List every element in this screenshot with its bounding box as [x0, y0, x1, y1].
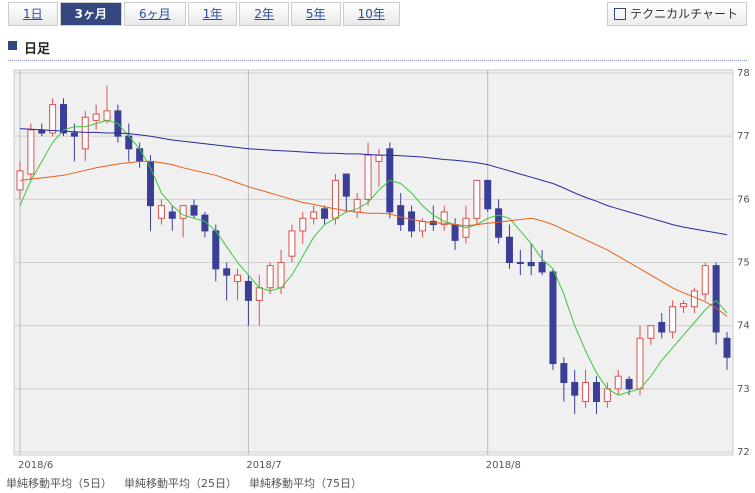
- candle-body: [592, 382, 600, 402]
- legend-label: 単純移動平均（25日）: [124, 476, 237, 490]
- y-tick-label: 77: [737, 131, 750, 142]
- candle-body: [223, 268, 231, 276]
- candle-body: [244, 280, 252, 301]
- candle-body: [603, 388, 611, 402]
- candle-body: [451, 224, 459, 241]
- heading: 日足: [8, 38, 50, 57]
- candle-body: [299, 217, 307, 232]
- y-tick-label: 75: [737, 258, 750, 269]
- candle-body: [440, 211, 448, 226]
- candle-body: [473, 179, 481, 219]
- x-tick-label: 2018/7: [246, 460, 281, 471]
- tab-bar: 1日 3ヶ月 6ヶ月 1年 2年 5年 10年: [8, 2, 402, 26]
- candle-body: [342, 173, 350, 197]
- candle-body: [701, 265, 709, 295]
- candle-body: [495, 208, 503, 238]
- candle-body: [582, 382, 590, 402]
- y-tick-label: 76: [737, 194, 750, 205]
- candle-body: [397, 205, 405, 226]
- tab[interactable]: 10年: [342, 2, 400, 26]
- candle-body: [92, 113, 100, 121]
- divider: [8, 60, 747, 61]
- moving-average-line: [19, 160, 728, 317]
- candle-body: [266, 265, 274, 289]
- candle-body: [277, 262, 285, 289]
- tab[interactable]: 5年: [290, 2, 341, 26]
- candle-body: [516, 262, 524, 264]
- candle-body: [136, 148, 144, 162]
- legend-label: 単純移動平均（5日）: [6, 476, 112, 490]
- tab[interactable]: 3ヶ月: [59, 2, 122, 26]
- candle-body: [70, 132, 78, 137]
- candle-body: [168, 211, 176, 219]
- x-tick-label: 2018/6: [18, 460, 53, 471]
- candle-body: [103, 110, 111, 121]
- tab[interactable]: 2年: [239, 2, 289, 26]
- candle-body: [636, 337, 644, 390]
- candle-body: [190, 205, 198, 216]
- candle-body: [310, 211, 318, 219]
- technical-chart-button[interactable]: テクニカルチャート: [607, 2, 747, 26]
- candle-body: [375, 154, 383, 162]
- tab[interactable]: 1日: [8, 2, 58, 26]
- candle-body: [255, 287, 263, 301]
- candle-body: [331, 179, 339, 219]
- candle-body: [658, 322, 666, 333]
- candle-body: [679, 303, 687, 308]
- candle-body: [723, 337, 731, 358]
- candle-body: [690, 290, 698, 308]
- candle-body: [201, 214, 209, 232]
- candle-body: [321, 208, 329, 219]
- candle-body: [60, 104, 68, 134]
- candle-body: [560, 363, 568, 384]
- candle-body: [179, 205, 187, 219]
- candle-body: [527, 262, 535, 267]
- candle-body: [669, 306, 677, 333]
- y-tick-label: 73: [737, 384, 750, 395]
- moving-average-line: [19, 119, 728, 396]
- candle-body: [571, 382, 579, 396]
- moving-average-line: [19, 128, 728, 236]
- y-tick-label: 74: [737, 321, 750, 332]
- candle-body: [234, 274, 242, 282]
- candle-body: [625, 378, 633, 390]
- candle-body: [549, 271, 557, 365]
- y-tick-label: 72: [737, 447, 750, 458]
- candle-body: [157, 205, 165, 219]
- candle-body: [505, 236, 513, 264]
- candle-body: [49, 104, 57, 134]
- candle-body: [538, 262, 546, 273]
- tab[interactable]: 6ヶ月: [124, 2, 186, 26]
- candle-body: [418, 220, 426, 232]
- y-tick-label: 78: [737, 68, 750, 79]
- x-tick-label: 2018/8: [486, 460, 521, 471]
- candle-body: [712, 265, 720, 333]
- tab[interactable]: 1年: [187, 2, 238, 26]
- candle-body: [614, 375, 622, 390]
- legend-label: 単純移動平均（75日）: [249, 476, 362, 490]
- candle-body: [353, 198, 361, 213]
- candle-body: [81, 116, 89, 150]
- candle-body: [364, 154, 372, 200]
- candle-body: [27, 129, 35, 175]
- candle-body: [647, 325, 655, 339]
- candle-body: [212, 230, 220, 270]
- candle-body: [408, 211, 416, 232]
- candle-body: [484, 179, 492, 210]
- candle-body: [288, 230, 296, 257]
